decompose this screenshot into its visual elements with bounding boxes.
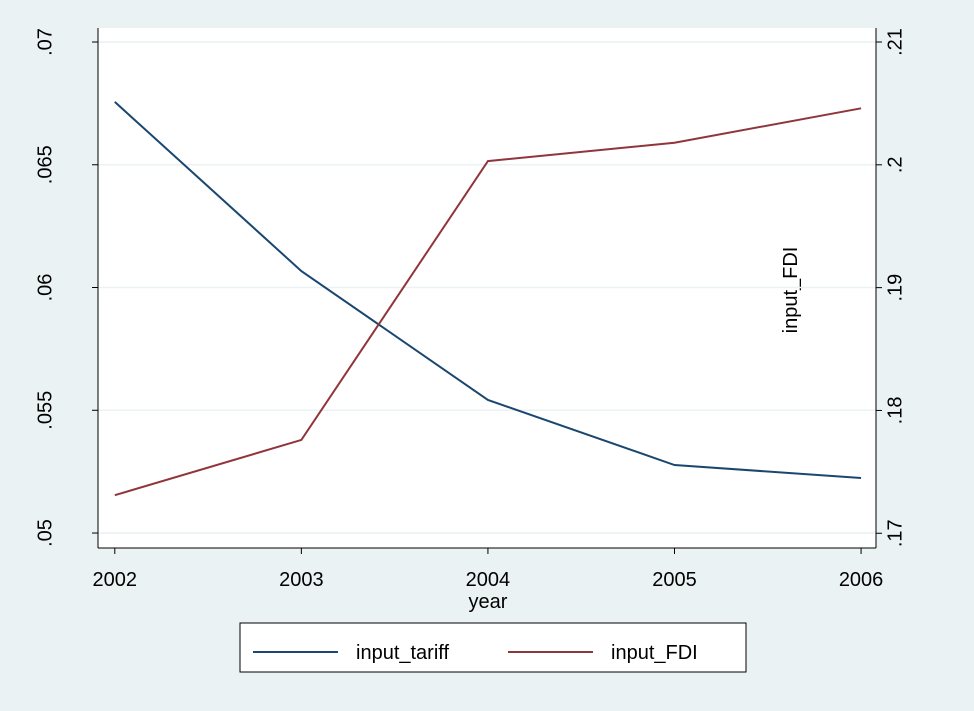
- y2-tick-label: .18: [885, 397, 907, 425]
- y-tick-label: .05: [35, 519, 57, 547]
- y2-tick-label: .2: [885, 156, 907, 173]
- y-tick-label: .055: [35, 391, 57, 430]
- x-tick-label: 2004: [466, 569, 511, 591]
- x-axis-title: year: [469, 591, 508, 613]
- legend-label: input_FDI: [611, 642, 698, 664]
- y2-tick-label: .21: [885, 28, 907, 56]
- y-tick-label: .06: [35, 274, 57, 302]
- y-tick-label: .065: [35, 145, 57, 184]
- x-tick-label: 2003: [279, 569, 324, 591]
- y2-axis-title: input_FDI: [780, 247, 802, 334]
- x-tick-label: 2006: [839, 569, 884, 591]
- y2-tick-label: .19: [885, 274, 907, 302]
- legend: [239, 622, 747, 673]
- legend-label: input_tariff: [356, 642, 449, 664]
- line-series: [114, 107, 862, 497]
- x-tick-label: 2002: [93, 569, 138, 591]
- y-tick-label: .07: [35, 28, 57, 56]
- y2-tick-label: .17: [885, 519, 907, 547]
- x-tick-label: 2005: [652, 569, 697, 591]
- line-series: [114, 101, 862, 480]
